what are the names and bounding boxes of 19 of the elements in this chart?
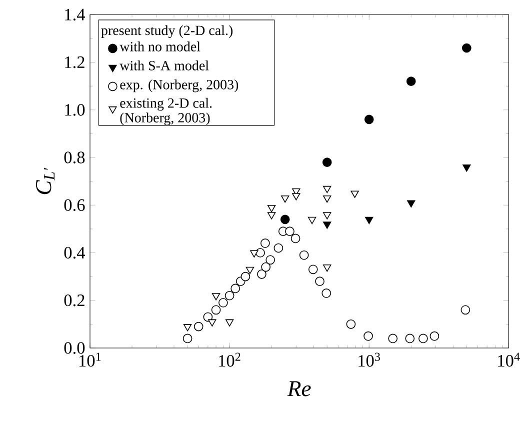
legend-label: with no model bbox=[120, 42, 200, 52]
y-tick-label: 0.0 bbox=[64, 342, 85, 354]
y-tick-label: 0.8 bbox=[64, 152, 85, 164]
x-axis-title: Re bbox=[287, 381, 311, 396]
y-tick-label: 0.6 bbox=[64, 199, 85, 212]
legend-label: with S-A model bbox=[120, 60, 209, 70]
y-tick-label: 0.4 bbox=[64, 246, 86, 259]
y-tick-label: 1.2 bbox=[65, 56, 84, 68]
x-tick-label: 10$^{2}$ bbox=[219, 352, 240, 367]
x-tick-label: 10$^{3}$ bbox=[358, 352, 380, 367]
x-tick-label: 10$^{1}$ bbox=[80, 352, 101, 367]
legend-title: present study (2-D cal.) bbox=[101, 25, 233, 38]
y-tick-label: 1.0 bbox=[65, 104, 85, 116]
y-tick-label: 0.2 bbox=[64, 294, 84, 306]
y-tick-label: 1.4 bbox=[65, 8, 86, 21]
legend-label: existing 2-D cal. (Norberg, 2003) bbox=[120, 98, 212, 126]
legend-label: exp. (Norberg, 2003) bbox=[120, 80, 238, 92]
x-tick-label: 10$^{4}$ bbox=[498, 352, 520, 367]
y-axis-title: C$_{L′}$ bbox=[36, 168, 54, 194]
